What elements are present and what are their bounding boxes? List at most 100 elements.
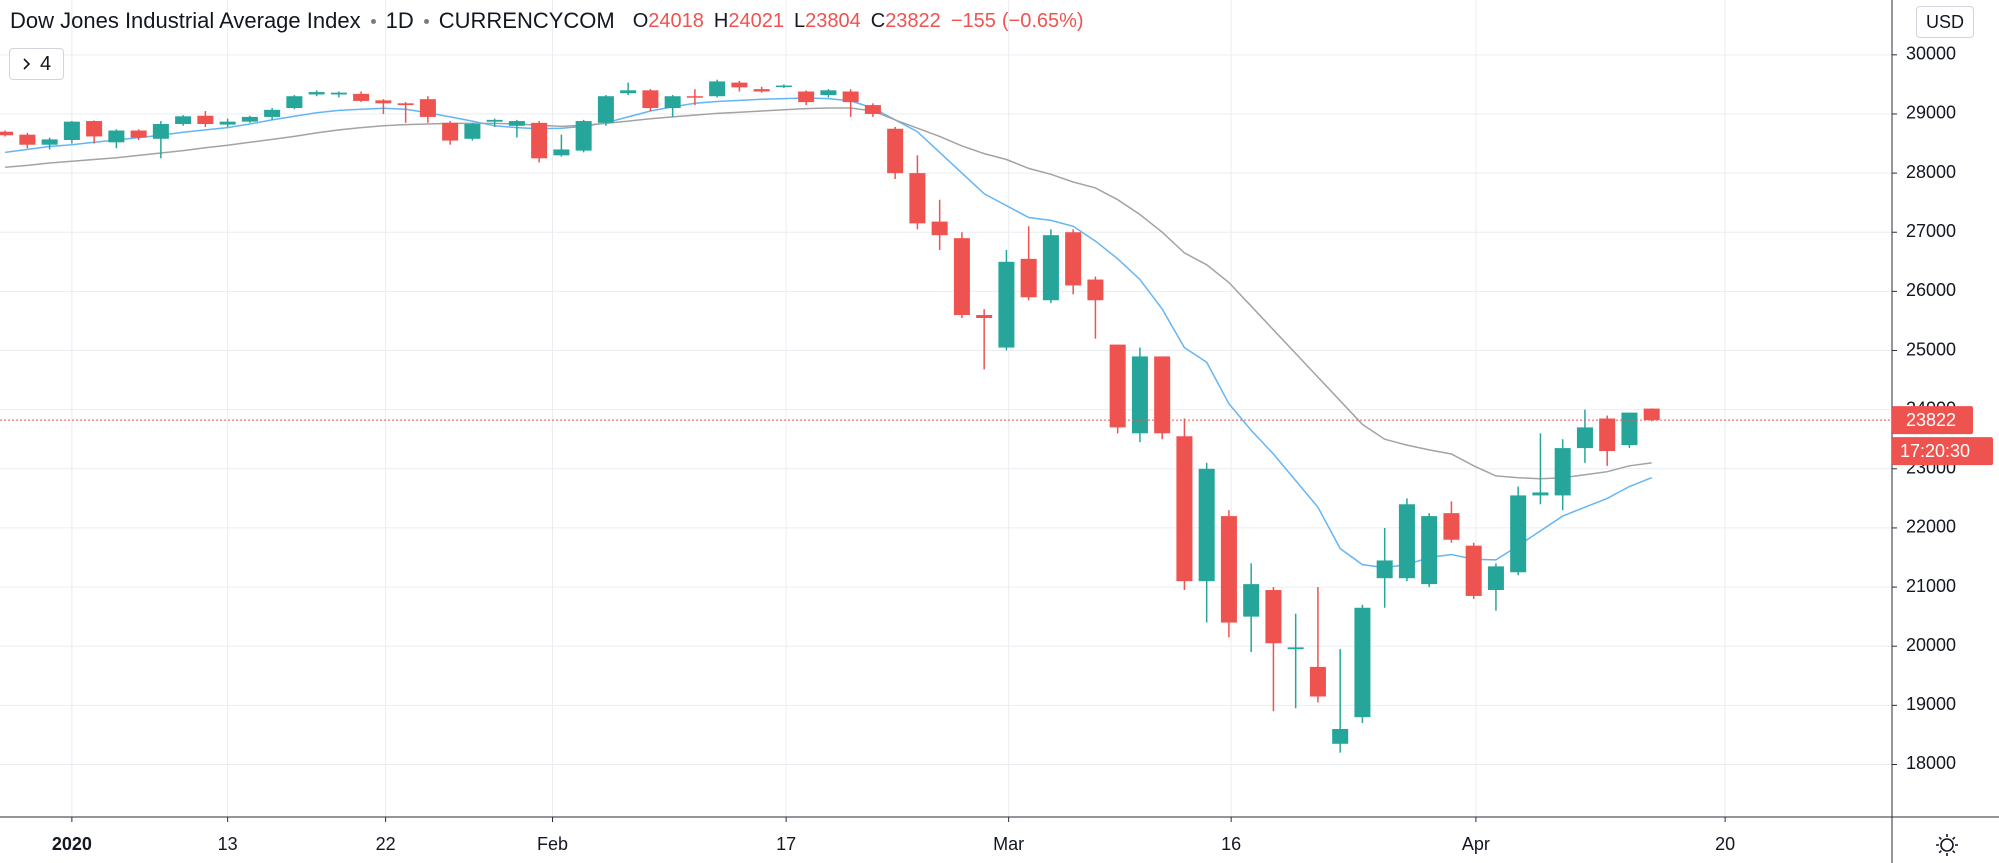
- candle-body: [775, 85, 792, 88]
- ohlc-label: C: [870, 9, 886, 32]
- candle-body: [86, 121, 103, 137]
- symbol-title[interactable]: Dow Jones Industrial Average Index: [10, 8, 361, 33]
- candle-body: [152, 124, 169, 139]
- x-tick-label: 2020: [52, 834, 92, 854]
- currency-button[interactable]: USD: [1916, 6, 1974, 38]
- y-tick-label: 27000: [1906, 221, 1956, 241]
- candle-body: [175, 116, 192, 125]
- last-price-label: 23822: [1906, 410, 1956, 430]
- candle-body: [931, 221, 948, 236]
- candle-body: [286, 96, 303, 109]
- ohlc-label: H: [713, 9, 729, 32]
- exchange: CURRENCYCOM: [438, 8, 615, 33]
- candle-body: [508, 121, 525, 126]
- candle-body: [1576, 427, 1593, 449]
- candle-body: [820, 90, 837, 96]
- candle-body: [63, 121, 80, 140]
- x-tick-label: 22: [376, 834, 396, 854]
- candle-body: [41, 139, 58, 145]
- candle-body: [1131, 356, 1148, 434]
- ohlc-value: 23822: [885, 9, 941, 32]
- candle-body: [108, 130, 125, 143]
- currency: USD: [1925, 11, 1964, 32]
- candle-body: [397, 103, 414, 106]
- candle-body: [1621, 412, 1638, 446]
- change: −155: [950, 9, 996, 32]
- y-tick-label: 30000: [1906, 44, 1956, 64]
- candle-body: [998, 261, 1015, 348]
- candle-body: [1065, 232, 1082, 286]
- candle-body: [442, 122, 459, 141]
- grid: [0, 0, 1892, 817]
- x-tick-label: Apr: [1462, 834, 1490, 854]
- ohlc-value: 24021: [728, 9, 784, 32]
- ohlc-values: O 24018 H 24021 L 23804 C 23822 −155 (−0.65%): [633, 10, 1094, 33]
- candle-body: [709, 81, 726, 97]
- y-tick-label: 19000: [1906, 694, 1956, 714]
- indicators-toggle[interactable]: 4: [9, 48, 64, 80]
- separator: [423, 18, 429, 24]
- candle-body: [1465, 545, 1482, 596]
- candle-body: [264, 109, 281, 117]
- candle-body: [375, 100, 392, 104]
- x-tick-label: 17: [776, 834, 796, 854]
- candle-body: [753, 89, 770, 92]
- candle-body: [197, 115, 214, 125]
- candle-body: [597, 96, 614, 123]
- candle-body: [1176, 436, 1193, 582]
- candle-body: [464, 124, 481, 139]
- settings-icon[interactable]: [1936, 834, 1958, 856]
- candle-body: [330, 92, 347, 95]
- candle-body: [1220, 516, 1237, 623]
- gear-ring: [1940, 838, 1954, 852]
- candle-body: [1198, 468, 1215, 582]
- candle-body: [486, 119, 503, 122]
- indicator-count: 4: [39, 52, 52, 75]
- ohlc-value: 24018: [648, 9, 704, 32]
- candle-body: [553, 149, 570, 156]
- candle-body: [1421, 516, 1438, 585]
- y-tick-label: 22000: [1906, 517, 1956, 537]
- moving-average-line: [5, 97, 1652, 569]
- legend-header: Dow Jones Industrial Average Index 1D CU…: [10, 8, 1094, 34]
- y-tick-label: 18000: [1906, 753, 1956, 773]
- y-tick-label: 26000: [1906, 280, 1956, 300]
- candle-body: [731, 82, 748, 88]
- countdown-label: 17:20:30: [1900, 441, 1970, 461]
- x-tick-label: 16: [1221, 834, 1241, 854]
- chevron-icon: [23, 58, 31, 70]
- axes: 1800019000200002100022000230002400025000…: [52, 44, 1993, 854]
- candle-body: [686, 96, 703, 98]
- y-tick-label: 29000: [1906, 103, 1956, 123]
- gear-teeth: [1936, 834, 1958, 856]
- candle-body: [909, 173, 926, 224]
- x-tick-label: Feb: [537, 834, 568, 854]
- candle-body: [664, 96, 681, 109]
- candle-body: [1309, 666, 1326, 697]
- candle-body: [130, 130, 147, 138]
- candle-body: [0, 131, 14, 136]
- interval[interactable]: 1D: [385, 8, 414, 33]
- candle-body: [1020, 258, 1037, 298]
- change-percent: (−0.65%): [1001, 9, 1084, 32]
- candle-body: [575, 121, 592, 151]
- candle-body: [1443, 513, 1460, 540]
- candle-body: [531, 122, 548, 159]
- candle-body: [1554, 448, 1571, 496]
- candle-body: [1243, 584, 1260, 617]
- candle-body: [887, 128, 904, 174]
- x-tick-label: 20: [1715, 834, 1735, 854]
- ohlc-value: 23804: [805, 9, 861, 32]
- candle-body: [1265, 590, 1282, 644]
- plot-area: [0, 79, 1892, 753]
- candle-body: [1376, 560, 1393, 579]
- candle-body: [1398, 504, 1415, 579]
- x-tick-label: 13: [218, 834, 238, 854]
- candle-body: [419, 99, 436, 117]
- candle-body: [1510, 495, 1527, 573]
- candle-body: [1154, 356, 1171, 434]
- candle-body: [620, 90, 637, 94]
- candle-body: [241, 116, 258, 122]
